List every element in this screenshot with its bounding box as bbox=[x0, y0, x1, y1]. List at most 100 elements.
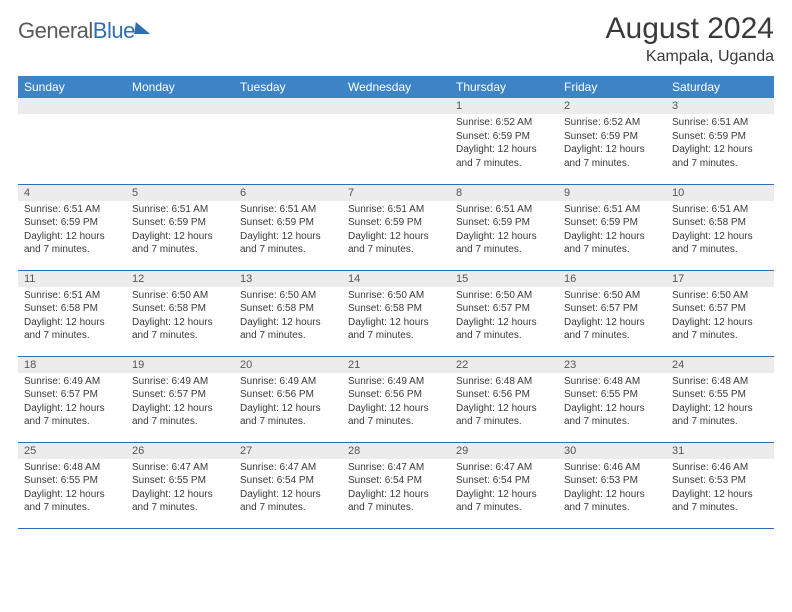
day-body: Sunrise: 6:51 AMSunset: 6:59 PMDaylight:… bbox=[234, 201, 342, 261]
day-body: Sunrise: 6:52 AMSunset: 6:59 PMDaylight:… bbox=[450, 114, 558, 174]
day-number: 18 bbox=[18, 357, 126, 373]
calendar-cell: 3Sunrise: 6:51 AMSunset: 6:59 PMDaylight… bbox=[666, 98, 774, 184]
day-body: Sunrise: 6:50 AMSunset: 6:58 PMDaylight:… bbox=[234, 287, 342, 347]
sunset-line: Sunset: 6:57 PM bbox=[24, 388, 120, 402]
sunset-line: Sunset: 6:59 PM bbox=[456, 216, 552, 230]
sunrise-line: Sunrise: 6:46 AM bbox=[672, 461, 768, 475]
sunrise-line: Sunrise: 6:49 AM bbox=[24, 375, 120, 389]
day-body: Sunrise: 6:46 AMSunset: 6:53 PMDaylight:… bbox=[558, 459, 666, 519]
sunrise-line: Sunrise: 6:51 AM bbox=[240, 203, 336, 217]
day-number: 14 bbox=[342, 271, 450, 287]
calendar-cell: 23Sunrise: 6:48 AMSunset: 6:55 PMDayligh… bbox=[558, 356, 666, 442]
day-body: Sunrise: 6:48 AMSunset: 6:55 PMDaylight:… bbox=[18, 459, 126, 519]
day-header-friday: Friday bbox=[558, 76, 666, 98]
day-body: Sunrise: 6:51 AMSunset: 6:59 PMDaylight:… bbox=[558, 201, 666, 261]
sunset-line: Sunset: 6:57 PM bbox=[564, 302, 660, 316]
sunset-line: Sunset: 6:55 PM bbox=[564, 388, 660, 402]
title-block: August 2024 Kampala, Uganda bbox=[606, 12, 774, 66]
sunrise-line: Sunrise: 6:50 AM bbox=[132, 289, 228, 303]
sunrise-line: Sunrise: 6:51 AM bbox=[24, 203, 120, 217]
daylight-line: Daylight: 12 hours and 7 minutes. bbox=[672, 402, 768, 429]
calendar-cell: 25Sunrise: 6:48 AMSunset: 6:55 PMDayligh… bbox=[18, 442, 126, 528]
week-row: 1Sunrise: 6:52 AMSunset: 6:59 PMDaylight… bbox=[18, 98, 774, 184]
logo-part2: Blue bbox=[93, 18, 135, 43]
sunrise-line: Sunrise: 6:50 AM bbox=[240, 289, 336, 303]
sunrise-line: Sunrise: 6:48 AM bbox=[24, 461, 120, 475]
sunset-line: Sunset: 6:56 PM bbox=[348, 388, 444, 402]
calendar-cell bbox=[18, 98, 126, 184]
logo-part1: General bbox=[18, 18, 93, 43]
day-body: Sunrise: 6:49 AMSunset: 6:57 PMDaylight:… bbox=[126, 373, 234, 433]
sunrise-line: Sunrise: 6:47 AM bbox=[456, 461, 552, 475]
sunset-line: Sunset: 6:59 PM bbox=[24, 216, 120, 230]
daylight-line: Daylight: 12 hours and 7 minutes. bbox=[24, 230, 120, 257]
calendar-cell: 4 Sunrise: 6:51 AMSunset: 6:59 PMDaylight… bbox=[18, 184, 126, 270]
daylight-line: Daylight: 12 hours and 7 minutes. bbox=[240, 488, 336, 515]
daylight-line: Daylight: 12 hours and 7 minutes. bbox=[240, 402, 336, 429]
calendar-cell: 30Sunrise: 6:46 AMSunset: 6:53 PMDayligh… bbox=[558, 442, 666, 528]
calendar-cell: 18Sunrise: 6:49 AMSunset: 6:57 PMDayligh… bbox=[18, 356, 126, 442]
daylight-line: Daylight: 12 hours and 7 minutes. bbox=[564, 488, 660, 515]
day-number: 15 bbox=[450, 271, 558, 287]
sunset-line: Sunset: 6:53 PM bbox=[564, 474, 660, 488]
day-body: Sunrise: 6:51 AMSunset: 6:58 PMDaylight:… bbox=[666, 201, 774, 261]
logo: GeneralBlue bbox=[18, 12, 151, 44]
sunrise-line: Sunrise: 6:51 AM bbox=[456, 203, 552, 217]
calendar-cell: 6Sunrise: 6:51 AMSunset: 6:59 PMDaylight… bbox=[234, 184, 342, 270]
sunrise-line: Sunrise: 6:47 AM bbox=[348, 461, 444, 475]
calendar-cell: 29Sunrise: 6:47 AMSunset: 6:54 PMDayligh… bbox=[450, 442, 558, 528]
day-number: 21 bbox=[342, 357, 450, 373]
day-number: 1 bbox=[450, 98, 558, 114]
calendar-cell bbox=[234, 98, 342, 184]
week-row: 25Sunrise: 6:48 AMSunset: 6:55 PMDayligh… bbox=[18, 442, 774, 528]
day-number: 31 bbox=[666, 443, 774, 459]
sunset-line: Sunset: 6:54 PM bbox=[240, 474, 336, 488]
sunset-line: Sunset: 6:54 PM bbox=[348, 474, 444, 488]
day-number: 16 bbox=[558, 271, 666, 287]
day-number: 11 bbox=[18, 271, 126, 287]
day-body: Sunrise: 6:48 AMSunset: 6:56 PMDaylight:… bbox=[450, 373, 558, 433]
calendar-cell: 17Sunrise: 6:50 AMSunset: 6:57 PMDayligh… bbox=[666, 270, 774, 356]
day-number: 29 bbox=[450, 443, 558, 459]
calendar-cell: 9Sunrise: 6:51 AMSunset: 6:59 PMDaylight… bbox=[558, 184, 666, 270]
calendar-cell: 14Sunrise: 6:50 AMSunset: 6:58 PMDayligh… bbox=[342, 270, 450, 356]
day-number: 30 bbox=[558, 443, 666, 459]
day-number: 6 bbox=[234, 185, 342, 201]
calendar-cell: 8Sunrise: 6:51 AMSunset: 6:59 PMDaylight… bbox=[450, 184, 558, 270]
daylight-line: Daylight: 12 hours and 7 minutes. bbox=[672, 488, 768, 515]
day-body: Sunrise: 6:51 AMSunset: 6:59 PMDaylight:… bbox=[666, 114, 774, 174]
page-title: August 2024 bbox=[606, 12, 774, 46]
day-number: 23 bbox=[558, 357, 666, 373]
daylight-line: Daylight: 12 hours and 7 minutes. bbox=[456, 316, 552, 343]
day-header-tuesday: Tuesday bbox=[234, 76, 342, 98]
daylight-line: Daylight: 12 hours and 7 minutes. bbox=[456, 488, 552, 515]
day-body: Sunrise: 6:47 AMSunset: 6:55 PMDaylight:… bbox=[126, 459, 234, 519]
sunrise-line: Sunrise: 6:46 AM bbox=[564, 461, 660, 475]
day-body: Sunrise: 6:52 AMSunset: 6:59 PMDaylight:… bbox=[558, 114, 666, 174]
day-number: 9 bbox=[558, 185, 666, 201]
logo-triangle-icon bbox=[134, 22, 152, 34]
sunset-line: Sunset: 6:55 PM bbox=[672, 388, 768, 402]
week-row: 11Sunrise: 6:51 AMSunset: 6:58 PMDayligh… bbox=[18, 270, 774, 356]
day-body: Sunrise: 6:49 AMSunset: 6:56 PMDaylight:… bbox=[234, 373, 342, 433]
calendar-cell: 1Sunrise: 6:52 AMSunset: 6:59 PMDaylight… bbox=[450, 98, 558, 184]
daylight-line: Daylight: 12 hours and 7 minutes. bbox=[456, 402, 552, 429]
daylight-line: Daylight: 12 hours and 7 minutes. bbox=[240, 316, 336, 343]
sunset-line: Sunset: 6:59 PM bbox=[564, 216, 660, 230]
daylight-line: Daylight: 12 hours and 7 minutes. bbox=[456, 143, 552, 170]
day-body: Sunrise: 6:46 AMSunset: 6:53 PMDaylight:… bbox=[666, 459, 774, 519]
daylight-line: Daylight: 12 hours and 7 minutes. bbox=[672, 230, 768, 257]
sunrise-line: Sunrise: 6:51 AM bbox=[672, 116, 768, 130]
sunset-line: Sunset: 6:59 PM bbox=[240, 216, 336, 230]
sunrise-line: Sunrise: 6:51 AM bbox=[348, 203, 444, 217]
day-header-wednesday: Wednesday bbox=[342, 76, 450, 98]
calendar-cell: 31Sunrise: 6:46 AMSunset: 6:53 PMDayligh… bbox=[666, 442, 774, 528]
sunrise-line: Sunrise: 6:48 AM bbox=[564, 375, 660, 389]
week-row: 18Sunrise: 6:49 AMSunset: 6:57 PMDayligh… bbox=[18, 356, 774, 442]
week-row: 4Sunrise: 6:51 AMSunset: 6:59 PMDaylight… bbox=[18, 184, 774, 270]
day-body: Sunrise: 6:49 AMSunset: 6:56 PMDaylight:… bbox=[342, 373, 450, 433]
day-body: Sunrise: 6:47 AMSunset: 6:54 PMDaylight:… bbox=[234, 459, 342, 519]
day-number: 4 bbox=[18, 185, 126, 201]
day-body: Sunrise: 6:51 AMSunset: 6:59 PMDaylight:… bbox=[126, 201, 234, 261]
day-header-row: SundayMondayTuesdayWednesdayThursdayFrid… bbox=[18, 76, 774, 98]
